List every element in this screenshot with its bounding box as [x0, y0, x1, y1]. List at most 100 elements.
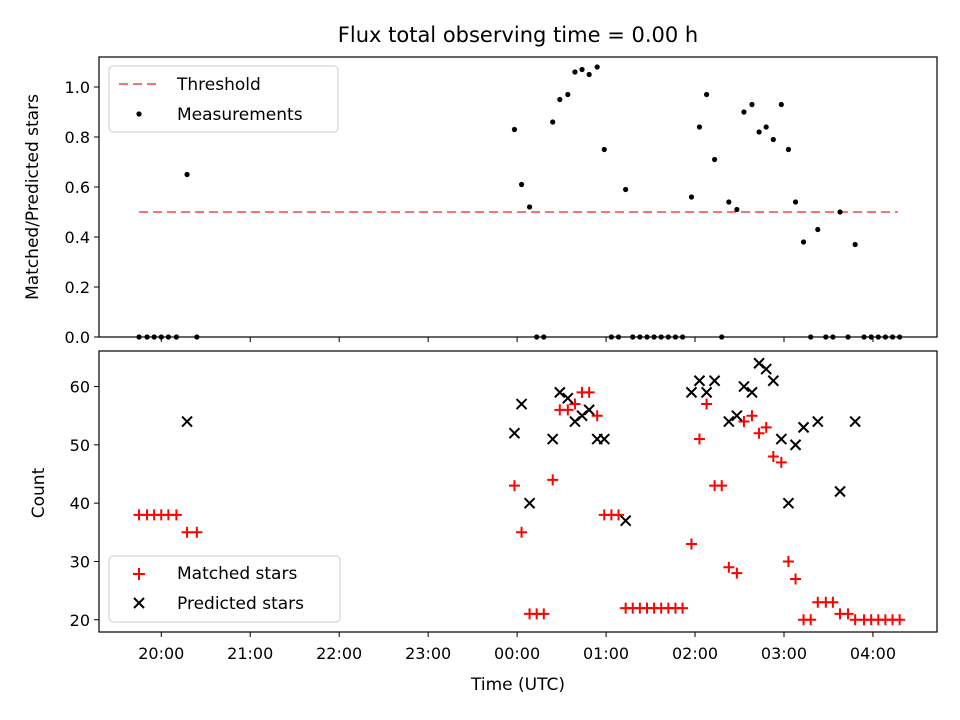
measurement-point — [696, 124, 703, 130]
measurement-point — [672, 334, 679, 340]
measurement-point — [770, 136, 776, 143]
y-tick-label: 60 — [70, 378, 90, 397]
matched-stars-point — [685, 538, 697, 550]
predicted-stars-point — [562, 392, 574, 404]
matched-stars-point — [591, 410, 603, 422]
measurement-point — [158, 334, 164, 340]
y-tick-label: 0.0 — [65, 328, 90, 347]
matched-stars-point — [782, 555, 794, 567]
predicted-stars-point — [760, 363, 772, 375]
measurement-point — [897, 334, 903, 340]
measurement-point — [579, 66, 585, 73]
measurement-point — [550, 119, 556, 125]
measurement-point — [845, 334, 851, 340]
measurement-point — [601, 146, 607, 153]
measurement-point — [734, 206, 740, 213]
y-tick-label: 50 — [70, 436, 90, 455]
legend-predicted-label: Predicted stars — [177, 594, 304, 614]
predicted-stars-point — [834, 485, 846, 498]
y-tick-label: 30 — [70, 552, 90, 571]
predicted-stars-point — [523, 497, 536, 509]
top-legend: Threshold Measurements — [108, 65, 339, 133]
measurement-point — [194, 334, 200, 340]
measurement-point — [837, 209, 843, 215]
measurement-point — [830, 334, 836, 340]
matched-stars-point — [613, 509, 625, 521]
y-tick-label: 1.0 — [65, 78, 90, 97]
measurement-point — [586, 71, 592, 78]
predicted-stars-point — [685, 386, 698, 399]
matched-stars-point — [723, 561, 735, 573]
measurement-point — [637, 334, 643, 340]
matched-stars-point — [170, 509, 182, 521]
matched-stars-point — [547, 474, 559, 486]
matched-stars-point — [583, 386, 595, 398]
measurement-point — [184, 171, 190, 178]
x-tick-label: 01:00 — [583, 644, 629, 663]
predicted-stars-point — [693, 375, 706, 387]
x-tick-label: 00:00 — [494, 644, 540, 663]
measurement-point — [557, 96, 563, 103]
measurement-point — [151, 334, 157, 340]
measurement-point — [534, 334, 540, 340]
bottom-panel-ticks: 20:00 21:00 22:00 23:00 00:00 01:00 02:00 03:00… — [70, 378, 896, 663]
matched-stars-point — [746, 410, 758, 422]
matched-stars-point — [538, 608, 550, 620]
predicted-stars-point — [731, 410, 743, 422]
matched-stars-point — [731, 567, 743, 579]
measurement-point — [630, 334, 636, 340]
x-tick-label: 23:00 — [405, 644, 451, 663]
top-panel-ylabel: Matched/Predicted stars — [23, 94, 43, 300]
top-panel-marks — [136, 64, 903, 340]
measurement-point — [526, 204, 533, 210]
predicted-stars-point — [849, 415, 861, 428]
predicted-stars-point — [797, 421, 810, 434]
predicted-stars-point — [789, 439, 802, 451]
predicted-stars-point — [738, 380, 750, 393]
predicted-stars-point — [723, 415, 735, 428]
x-tick-label: 04:00 — [850, 644, 896, 663]
top-panel-frame — [98, 56, 938, 338]
matched-stars-point — [516, 526, 528, 538]
y-tick-label: 20 — [70, 611, 90, 630]
bottom-panel: 20:00 21:00 22:00 23:00 00:00 01:00 02:00 03:00… — [29, 350, 938, 663]
measurement-point — [541, 334, 547, 340]
y-tick-label: 0.4 — [65, 228, 90, 247]
measurement-point — [882, 334, 889, 340]
x-tick-label: 20:00 — [138, 644, 184, 663]
bottom-panel-ylabel: Count — [29, 467, 49, 518]
measurement-point — [511, 126, 518, 133]
matched-stars-point — [760, 421, 772, 433]
top-panel: 0.0 0.2 0.4 0.6 0.8 1.0 Matched/Predicted sta… — [23, 56, 938, 347]
measurement-point — [868, 334, 874, 340]
measurement-point — [615, 334, 622, 340]
legend-matched-swatch — [133, 568, 145, 580]
y-tick-label: 0.8 — [65, 128, 90, 147]
measurement-point — [608, 334, 615, 340]
measurement-point — [719, 334, 725, 340]
measurement-point — [815, 226, 821, 233]
matched-stars-point — [827, 596, 839, 608]
bottom-panel-marks — [133, 357, 906, 626]
predicted-stars-point — [181, 415, 193, 428]
measurement-point — [823, 334, 829, 340]
measurement-point — [644, 334, 650, 340]
legend-matched-label: Matched stars — [177, 564, 297, 584]
matched-stars-point — [842, 608, 854, 620]
matched-stars-point — [701, 398, 713, 410]
measurement-point — [518, 181, 525, 188]
x-tick-label: 03:00 — [761, 644, 807, 663]
measurement-point — [144, 334, 150, 340]
legend-measurements-swatch — [136, 111, 142, 117]
matched-stars-point — [693, 433, 705, 445]
measurement-point — [658, 334, 664, 340]
measurement-point — [623, 186, 629, 193]
predicted-stars-point — [812, 415, 824, 428]
matched-stars-point — [790, 573, 802, 585]
legend-predicted-swatch — [133, 597, 145, 609]
bottom-legend: Matched stars Predicted stars — [108, 555, 341, 623]
x-tick-label: 02:00 — [672, 644, 718, 663]
top-legend-box — [108, 65, 339, 133]
predicted-stars-point — [619, 514, 632, 527]
